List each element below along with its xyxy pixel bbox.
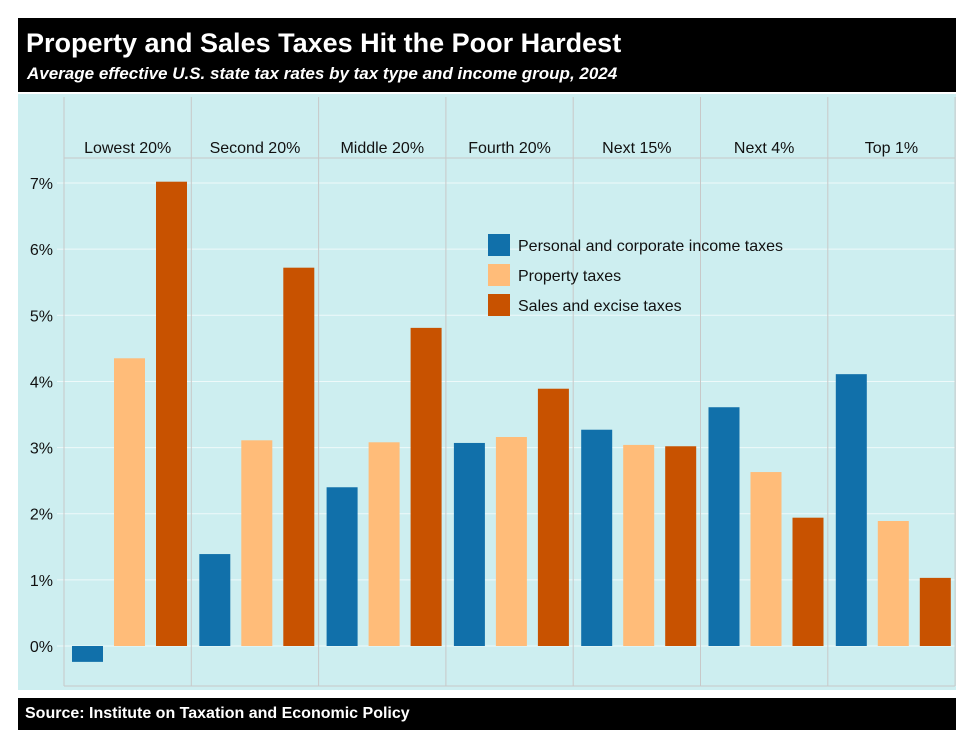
legend-label: Personal and corporate income taxes bbox=[518, 238, 783, 255]
bar bbox=[241, 440, 273, 646]
bar bbox=[537, 388, 569, 646]
facet-label: Next 4% bbox=[734, 140, 794, 157]
bar bbox=[792, 517, 824, 646]
legend-swatch bbox=[488, 264, 510, 286]
bar bbox=[156, 181, 187, 646]
legend-swatch bbox=[488, 234, 510, 256]
header: Property and Sales Taxes Hit the Poor Ha… bbox=[18, 18, 956, 92]
y-tick-label: 3% bbox=[30, 441, 53, 458]
y-tick-label: 4% bbox=[30, 374, 53, 391]
y-tick-label: 2% bbox=[30, 507, 53, 524]
chart-subtitle: Average effective U.S. state tax rates b… bbox=[27, 64, 618, 83]
bar bbox=[72, 646, 103, 662]
y-tick-label: 7% bbox=[30, 176, 53, 193]
bar bbox=[283, 267, 315, 646]
legend-label: Property taxes bbox=[518, 268, 621, 285]
source-note: Source: Institute on Taxation and Econom… bbox=[18, 698, 956, 730]
facet-label: Middle 20% bbox=[340, 140, 424, 157]
bar bbox=[368, 442, 400, 646]
bar bbox=[199, 554, 231, 646]
bar bbox=[623, 444, 655, 646]
bar bbox=[750, 472, 782, 646]
facet-label: Second 20% bbox=[210, 140, 301, 157]
bar bbox=[919, 577, 951, 646]
y-tick-label: 5% bbox=[30, 308, 53, 325]
bar bbox=[835, 374, 867, 646]
bar bbox=[495, 436, 527, 646]
bar bbox=[708, 407, 740, 646]
facet-label: Next 15% bbox=[602, 140, 671, 157]
legend-label: Sales and excise taxes bbox=[518, 298, 682, 315]
facet-label: Fourth 20% bbox=[468, 140, 551, 157]
chart-title: Property and Sales Taxes Hit the Poor Ha… bbox=[26, 28, 622, 58]
y-tick-label: 6% bbox=[30, 242, 53, 259]
bar bbox=[665, 446, 697, 646]
facet-label: Top 1% bbox=[865, 140, 918, 157]
bar bbox=[581, 429, 613, 646]
bar bbox=[114, 358, 145, 646]
y-tick-label: 1% bbox=[30, 573, 53, 590]
bar bbox=[326, 487, 358, 646]
legend-swatch bbox=[488, 294, 510, 316]
y-tick-label: 0% bbox=[30, 639, 53, 656]
bar bbox=[410, 327, 442, 646]
bar bbox=[453, 442, 485, 646]
facet-label: Lowest 20% bbox=[84, 140, 171, 157]
bar bbox=[877, 520, 909, 646]
